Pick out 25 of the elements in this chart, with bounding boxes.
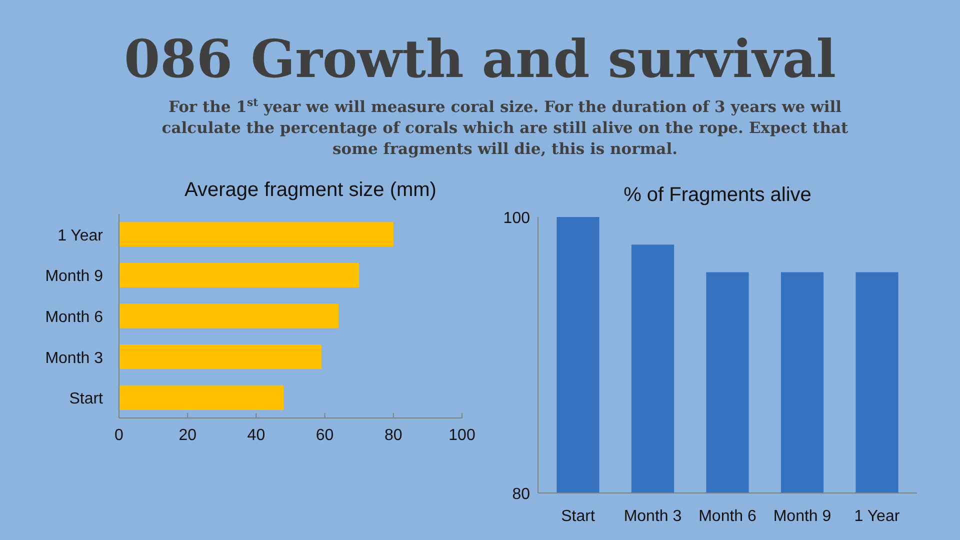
- bar: [119, 222, 394, 247]
- bar: [119, 344, 322, 370]
- x-tick-label: 80: [384, 427, 402, 444]
- x-tick-label: 60: [316, 427, 334, 444]
- x-tick-label: 20: [178, 427, 197, 444]
- x-tick-label: Month 3: [624, 508, 682, 525]
- y-tick-label: Month 6: [45, 309, 104, 326]
- y-tick-label: Start: [69, 390, 104, 408]
- x-tick-label: Month 9: [773, 508, 832, 525]
- y-tick-label: 1 Year: [58, 227, 104, 244]
- text: For the 1$^{st}$ year we will measure coral size. For the duration of 3 years we will calculate the percentage of corals which are still alive on the rope. Expect that some fragments will die, this is normal.: [162, 96, 850, 158]
- chart-title: Average fragment size (mm): [184, 179, 436, 201]
- chart-title: % of Fragments alive: [624, 184, 812, 206]
- x-tick-label: Start: [561, 508, 596, 525]
- bar: [119, 304, 339, 328]
- x-tick-label: 1 Year: [854, 508, 900, 525]
- x-tick-label: 40: [247, 427, 266, 444]
- bar: [119, 262, 360, 288]
- text: 086 Growth and survival: [124, 29, 836, 90]
- x-tick-label: 0: [114, 427, 124, 444]
- bar: [119, 385, 284, 410]
- y-tick-label: Month 9: [45, 268, 104, 286]
- y-tick-label: Month 3: [45, 350, 104, 367]
- x-tick-label: 100: [448, 427, 476, 444]
- x-tick-label: Month 6: [698, 508, 757, 525]
